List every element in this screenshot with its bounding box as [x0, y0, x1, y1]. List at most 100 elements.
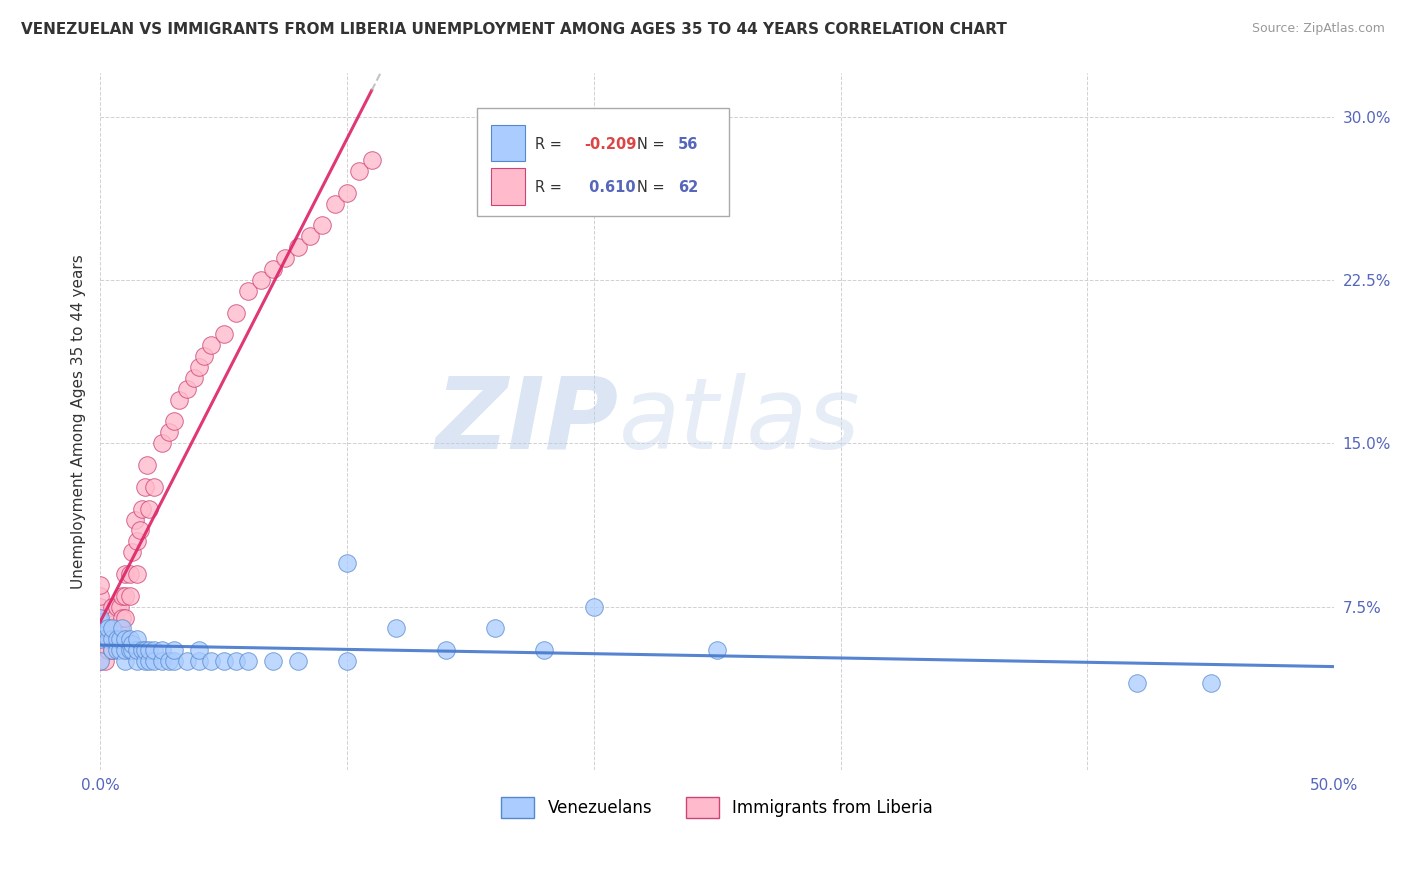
- Point: [128, 524, 150, 538]
- Point: [118, 589, 141, 603]
- Point: [89, 610, 111, 624]
- Point: [134, 654, 156, 668]
- Point: [200, 338, 222, 352]
- Text: R =: R =: [534, 180, 561, 195]
- Point: [101, 643, 124, 657]
- Point: [150, 436, 173, 450]
- Point: [114, 632, 136, 647]
- Text: 62: 62: [678, 180, 697, 195]
- Text: N =: N =: [637, 180, 665, 195]
- FancyBboxPatch shape: [491, 125, 524, 161]
- Point: [349, 164, 371, 178]
- Point: [101, 622, 124, 636]
- Point: [114, 566, 136, 581]
- Point: [212, 327, 235, 342]
- Point: [127, 534, 149, 549]
- Point: [183, 371, 205, 385]
- Point: [131, 501, 153, 516]
- Point: [94, 632, 117, 647]
- Point: [176, 382, 198, 396]
- Point: [138, 654, 160, 668]
- Point: [127, 632, 149, 647]
- Point: [89, 599, 111, 614]
- Point: [193, 349, 215, 363]
- Point: [114, 610, 136, 624]
- Point: [89, 632, 111, 647]
- Point: [212, 654, 235, 668]
- Point: [187, 654, 209, 668]
- Point: [274, 251, 297, 265]
- Point: [107, 632, 129, 647]
- Point: [89, 615, 111, 629]
- Point: [121, 643, 143, 657]
- Point: [101, 599, 124, 614]
- Point: [157, 425, 180, 440]
- Point: [107, 599, 129, 614]
- Point: [484, 622, 506, 636]
- Point: [706, 643, 728, 657]
- Point: [101, 622, 124, 636]
- Point: [262, 654, 284, 668]
- Point: [98, 610, 121, 624]
- Point: [167, 392, 190, 407]
- Point: [118, 566, 141, 581]
- Text: 56: 56: [678, 136, 697, 152]
- Point: [225, 305, 247, 319]
- Point: [163, 654, 186, 668]
- Point: [138, 643, 160, 657]
- Point: [143, 480, 166, 494]
- Point: [434, 643, 457, 657]
- Point: [96, 622, 118, 636]
- Point: [121, 545, 143, 559]
- Point: [114, 589, 136, 603]
- Point: [127, 643, 149, 657]
- Point: [124, 512, 146, 526]
- Point: [360, 153, 382, 167]
- Point: [89, 578, 111, 592]
- Point: [89, 654, 111, 668]
- Point: [200, 654, 222, 668]
- Point: [1199, 676, 1222, 690]
- Point: [118, 643, 141, 657]
- Point: [163, 643, 186, 657]
- Point: [336, 556, 359, 570]
- FancyBboxPatch shape: [491, 169, 524, 205]
- Point: [150, 643, 173, 657]
- Point: [187, 359, 209, 374]
- Point: [131, 643, 153, 657]
- Text: Source: ZipAtlas.com: Source: ZipAtlas.com: [1251, 22, 1385, 36]
- Point: [89, 654, 111, 668]
- Point: [111, 622, 134, 636]
- Point: [157, 654, 180, 668]
- Point: [143, 643, 166, 657]
- Point: [150, 654, 173, 668]
- Text: R =: R =: [534, 136, 561, 152]
- Point: [176, 654, 198, 668]
- Text: ZIP: ZIP: [436, 373, 619, 470]
- Point: [118, 632, 141, 647]
- Point: [238, 654, 260, 668]
- Point: [533, 643, 555, 657]
- Point: [336, 654, 359, 668]
- Y-axis label: Unemployment Among Ages 35 to 44 years: Unemployment Among Ages 35 to 44 years: [72, 254, 86, 589]
- Point: [225, 654, 247, 668]
- Point: [111, 610, 134, 624]
- Point: [134, 643, 156, 657]
- Point: [101, 643, 124, 657]
- Point: [1125, 676, 1147, 690]
- Point: [96, 632, 118, 647]
- Point: [136, 458, 159, 472]
- Point: [98, 632, 121, 647]
- Point: [89, 622, 111, 636]
- Point: [104, 610, 127, 624]
- Text: N =: N =: [637, 136, 665, 152]
- Point: [96, 622, 118, 636]
- Point: [163, 415, 186, 429]
- Point: [101, 632, 124, 647]
- Point: [111, 589, 134, 603]
- Point: [249, 273, 271, 287]
- Point: [582, 599, 605, 614]
- Point: [89, 643, 111, 657]
- Point: [104, 632, 127, 647]
- Point: [89, 589, 111, 603]
